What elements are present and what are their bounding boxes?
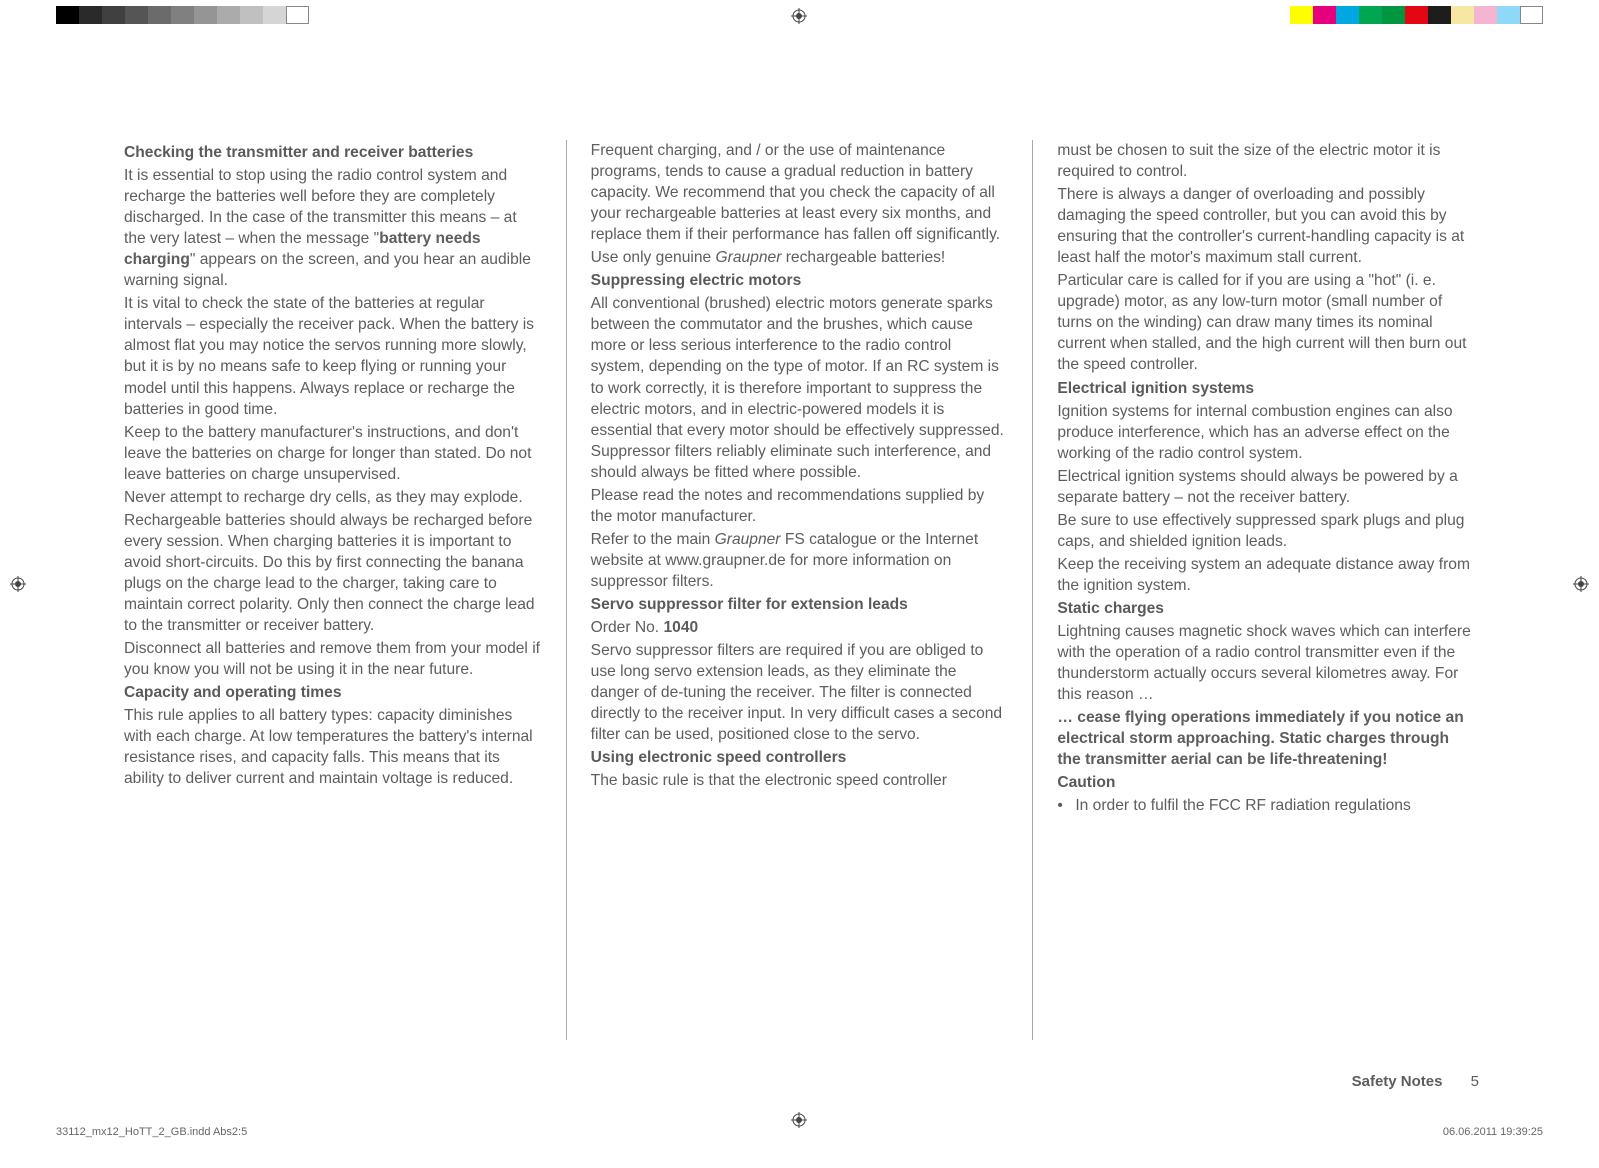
footer-section: Safety Notes — [1352, 1073, 1443, 1090]
swatch — [194, 6, 217, 24]
page-footer: Safety Notes 5 — [1352, 1073, 1479, 1090]
bullet-item: • In order to fulfil the FCC RF radiatio… — [1057, 795, 1475, 816]
swatch — [1451, 6, 1474, 24]
swatch-outline — [286, 6, 309, 24]
para: must be chosen to suit the size of the e… — [1057, 140, 1475, 182]
para: Refer to the main Graupner FS catalogue … — [591, 529, 1009, 592]
swatch — [125, 6, 148, 24]
para: Please read the notes and recommendation… — [591, 485, 1009, 527]
para: The basic rule is that the electronic sp… — [591, 770, 1009, 791]
heading-caution: Caution — [1057, 772, 1475, 793]
swatch — [1336, 6, 1359, 24]
heading-ignition: Electrical ignition systems — [1057, 378, 1475, 399]
para: Be sure to use effectively suppressed sp… — [1057, 510, 1475, 552]
swatch — [1405, 6, 1428, 24]
para: Servo suppressor filters are required if… — [591, 640, 1009, 745]
swatch — [171, 6, 194, 24]
para: Keep the receiving system an adequate di… — [1057, 554, 1475, 596]
swatch — [263, 6, 286, 24]
swatch — [102, 6, 125, 24]
registration-mark-left — [10, 576, 26, 592]
page-content: Checking the transmitter and receiver ba… — [120, 140, 1479, 1068]
heading-static: Static charges — [1057, 598, 1475, 619]
para: There is always a danger of overloading … — [1057, 184, 1475, 268]
colorbar-color — [1290, 6, 1543, 24]
column-2: Frequent charging, and / or the use of m… — [566, 140, 1033, 1040]
heading-batteries: Checking the transmitter and receiver ba… — [124, 142, 542, 163]
column-3: must be chosen to suit the size of the e… — [1032, 140, 1479, 1040]
swatch — [1359, 6, 1382, 24]
swatch — [1382, 6, 1405, 24]
para: Never attempt to recharge dry cells, as … — [124, 487, 542, 508]
para: Order No. 1040 — [591, 617, 1009, 638]
registration-mark-top — [791, 8, 807, 24]
para: Use only genuine Graupner rechargeable b… — [591, 247, 1009, 268]
slug-file: 33112_mx12_HoTT_2_GB.indd Abs2:5 — [56, 1126, 247, 1138]
para: Disconnect all batteries and remove them… — [124, 638, 542, 680]
swatch — [79, 6, 102, 24]
para: This rule applies to all battery types: … — [124, 705, 542, 789]
swatch-outline — [1520, 6, 1543, 24]
swatch — [1497, 6, 1520, 24]
swatch — [240, 6, 263, 24]
swatch — [1313, 6, 1336, 24]
colorbar-gray — [56, 6, 309, 24]
heading-suppressing: Suppressing electric motors — [591, 270, 1009, 291]
heading-servo-filter: Servo suppressor filter for extension le… — [591, 594, 1009, 615]
swatch — [148, 6, 171, 24]
para: Keep to the battery manufacturer's instr… — [124, 422, 542, 485]
para: Ignition systems for internal combustion… — [1057, 401, 1475, 464]
heading-capacity: Capacity and operating times — [124, 682, 542, 703]
swatch — [1428, 6, 1451, 24]
para: It is essential to stop using the radio … — [124, 165, 542, 291]
para: Frequent charging, and / or the use of m… — [591, 140, 1009, 245]
swatch — [217, 6, 240, 24]
para: Particular care is called for if you are… — [1057, 270, 1475, 375]
print-slug: 33112_mx12_HoTT_2_GB.indd Abs2:5 06.06.2… — [56, 1126, 1543, 1138]
heading-esc: Using electronic speed controllers — [591, 747, 1009, 768]
swatch — [1290, 6, 1313, 24]
para: Electrical ignition systems should alway… — [1057, 466, 1475, 508]
column-1: Checking the transmitter and receiver ba… — [120, 140, 566, 1040]
swatch — [1474, 6, 1497, 24]
warning-static: … cease flying operations immediately if… — [1057, 707, 1475, 770]
para: All conventional (brushed) electric moto… — [591, 293, 1009, 482]
swatch — [56, 6, 79, 24]
text-columns: Checking the transmitter and receiver ba… — [120, 140, 1479, 1040]
para: Lightning causes magnetic shock waves wh… — [1057, 621, 1475, 705]
slug-date: 06.06.2011 19:39:25 — [1443, 1126, 1543, 1138]
para: It is vital to check the state of the ba… — [124, 293, 542, 419]
page-number: 5 — [1471, 1073, 1479, 1090]
registration-mark-right — [1573, 576, 1589, 592]
para: Rechargeable batteries should always be … — [124, 510, 542, 636]
bullet-marker: • — [1057, 795, 1075, 816]
